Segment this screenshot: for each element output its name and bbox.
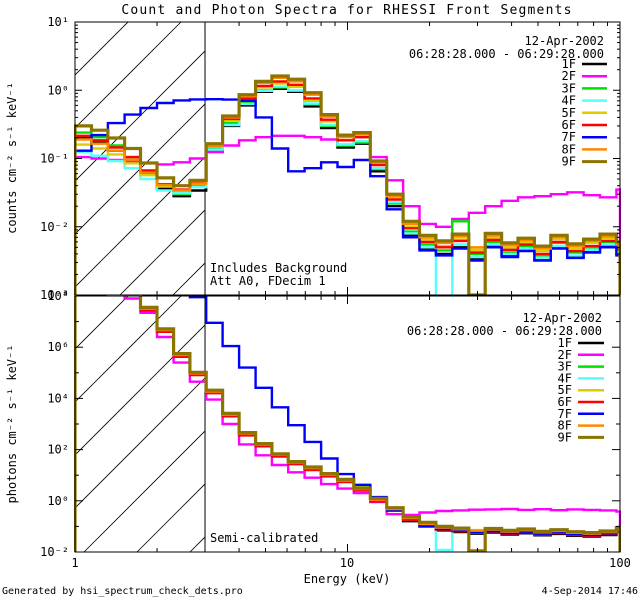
legend-label-8F: 8F <box>558 419 572 433</box>
hatch-line <box>75 103 206 235</box>
legend-date-photons: 12-Apr-2002 <box>523 311 602 325</box>
legend-label-3F: 3F <box>562 81 576 95</box>
y-tick-label: 10⁴ <box>47 391 69 405</box>
legend-entry-2F-counts: 2F <box>562 69 607 83</box>
y-tick-label: 10⁻¹ <box>40 152 69 166</box>
legend-label-2F: 2F <box>562 69 576 83</box>
hatch-line <box>75 296 129 350</box>
series-9F-counts-line <box>74 74 621 296</box>
legend-entry-5F-counts: 5F <box>562 106 607 120</box>
legend-entry-3F-photons: 3F <box>558 360 604 374</box>
series-group-counts <box>74 74 621 296</box>
legend-entry-3F-counts: 3F <box>562 81 607 95</box>
footer-timestamp: 4-Sep-2014 17:46 <box>542 586 638 597</box>
y-tick-label: 10² <box>47 443 69 457</box>
series-7F-counts-line <box>75 98 620 262</box>
hatch-region-photons <box>75 296 206 552</box>
series-9F-photons-line <box>74 295 621 553</box>
legend-label-7F: 7F <box>562 130 576 144</box>
y-axis-label-photons: photons cm⁻² s⁻¹ keV⁻¹ <box>5 345 19 504</box>
legend-label-5F: 5F <box>562 106 576 120</box>
legend-entry-8F-counts: 8F <box>562 142 607 156</box>
legend-entry-1F-counts: 1F <box>562 57 607 71</box>
x-tick-label-10: 10 <box>340 556 354 570</box>
x-axis-label: Energy (keV) <box>304 572 391 586</box>
legend-label-4F: 4F <box>562 94 576 108</box>
legend-entry-9F-photons: 9F <box>558 430 604 444</box>
legend-entry-7F-photons: 7F <box>558 407 604 421</box>
legend-label-3F: 3F <box>558 360 572 374</box>
y-tick-label: 10⁶ <box>47 340 69 354</box>
annotation-includes-background: Includes Background <box>210 261 347 275</box>
legend-entry-8F-photons: 8F <box>558 419 604 433</box>
legend-entry-6F-counts: 6F <box>562 118 607 132</box>
y-tick-label: 10⁻³ <box>40 288 69 302</box>
legend-label-1F: 1F <box>558 336 572 350</box>
legend-label-7F: 7F <box>558 407 572 421</box>
x-tick-label-1: 1 <box>71 556 78 570</box>
legend-entry-4F-photons: 4F <box>558 371 604 385</box>
legend-label-1F: 1F <box>562 57 576 71</box>
series-4F-counts-line <box>75 85 620 296</box>
legend-label-5F: 5F <box>558 383 572 397</box>
hatch-line <box>119 209 206 295</box>
legend-label-6F: 6F <box>558 395 572 409</box>
generated-plot-layers: 10¹10⁰10⁻¹10⁻²10⁻³1F2F3F4F5F6F7F8F9F10⁸1… <box>40 15 621 559</box>
legend-entry-9F-counts: 9F <box>562 155 607 169</box>
hatch-line <box>136 483 206 552</box>
hatch-line <box>75 296 182 403</box>
ticks-photons <box>74 295 621 553</box>
legend-entry-1F-photons: 1F <box>558 336 604 350</box>
annotation-semi-calibrated: Semi-calibrated <box>210 531 318 545</box>
legend-entry-7F-counts: 7F <box>562 130 607 144</box>
x-tick-label-100: 100 <box>609 556 631 570</box>
legend-label-8F: 8F <box>562 142 576 156</box>
legend-time-counts: 06:28:28.000 - 06:29:28.000 <box>409 47 604 61</box>
series-2F-counts-line <box>75 134 621 295</box>
y-axis-label-counts: counts cm⁻² s⁻¹ keV⁻¹ <box>5 82 19 234</box>
legend-label-9F: 9F <box>558 430 572 444</box>
legend-time-photons: 06:28:28.000 - 06:29:28.000 <box>407 324 602 338</box>
hatch-line <box>75 22 129 76</box>
ticks-counts <box>74 21 621 296</box>
legend-label-9F: 9F <box>562 155 576 169</box>
annotation-att-fdecim: Att A0, FDecim 1 <box>210 274 326 288</box>
legend-entry-6F-photons: 6F <box>558 395 604 409</box>
chart-title: Count and Photon Spectra for RHESSI Fron… <box>121 3 572 18</box>
legend-entry-2F-photons: 2F <box>558 348 604 362</box>
y-tick-label: 10¹ <box>47 15 69 29</box>
legend-label-2F: 2F <box>558 348 572 362</box>
footer-generated-by: Generated by hsi_spectrum_check_dets.pro <box>2 586 243 597</box>
legend-label-4F: 4F <box>558 371 572 385</box>
series-group-photons <box>74 295 621 553</box>
hatch-line <box>172 262 206 295</box>
y-tick-label: 10⁻² <box>40 545 69 559</box>
hatch-line <box>75 324 206 456</box>
hatch-line <box>75 22 182 129</box>
hatch-line <box>75 377 206 509</box>
y-tick-label: 10⁸ <box>47 289 69 303</box>
legend-entry-5F-photons: 5F <box>558 383 604 397</box>
legend-date-counts: 12-Apr-2002 <box>525 34 604 48</box>
legend-entry-4F-counts: 4F <box>562 94 607 108</box>
legend-label-6F: 6F <box>562 118 576 132</box>
y-tick-label: 10⁰ <box>47 494 69 508</box>
hatch-line <box>83 430 206 552</box>
y-tick-label: 10⁻² <box>40 220 69 234</box>
y-tick-label: 10⁰ <box>47 83 69 97</box>
